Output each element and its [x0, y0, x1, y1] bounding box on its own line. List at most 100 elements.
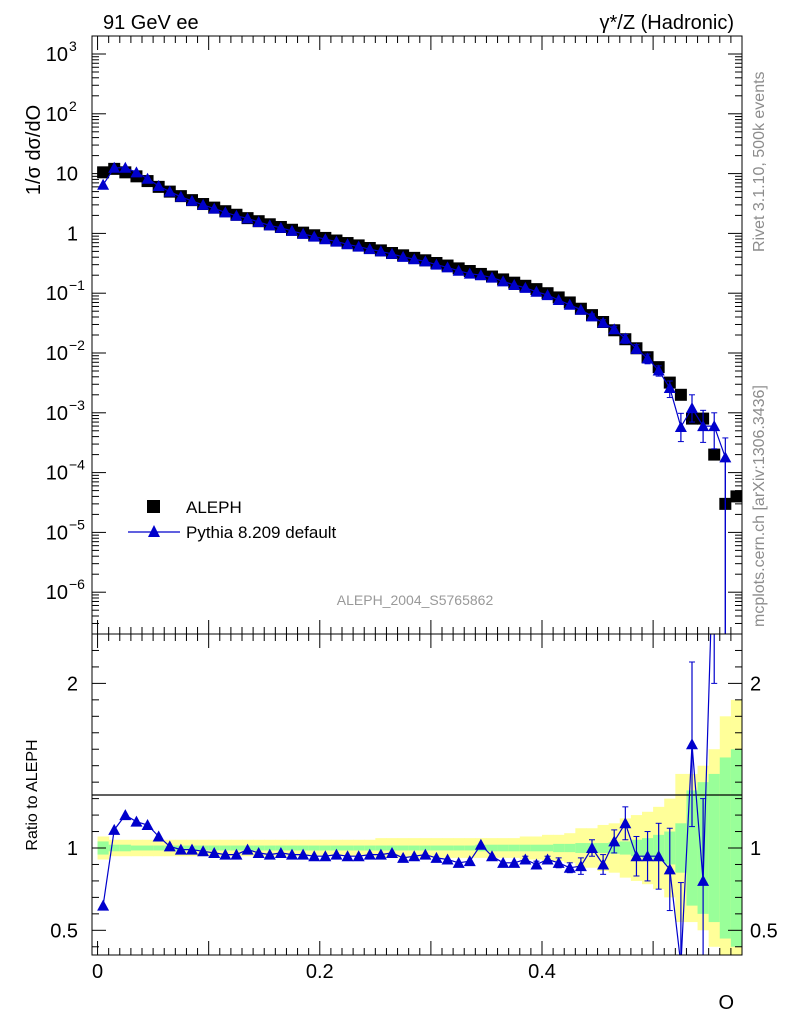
pythia-point	[386, 247, 398, 259]
y-tick-label: 10	[46, 582, 68, 604]
stat-uncertainty-band	[397, 845, 410, 851]
ratio-point	[686, 738, 698, 750]
ratio-point	[174, 843, 187, 855]
pythia-point	[686, 402, 698, 414]
ratio-point	[141, 818, 154, 830]
ratio-point	[186, 843, 198, 855]
stat-uncertainty-band	[686, 790, 699, 906]
ratio-ylabel: Ratio to ALEPH	[24, 739, 41, 850]
pythia-line	[102, 167, 726, 634]
stat-uncertainty-band	[375, 845, 387, 851]
ratio-point	[219, 848, 232, 860]
stat-uncertainty-band	[230, 845, 243, 851]
ratio-point	[108, 823, 121, 835]
stat-uncertainty-band	[219, 845, 232, 851]
ratio-point	[208, 846, 221, 858]
y-tick-exponent: −1	[69, 277, 85, 293]
energy-label: 91 GeV ee	[103, 12, 199, 34]
pythia-point	[663, 381, 676, 393]
ratio-point	[519, 853, 532, 865]
ratio-point	[397, 851, 410, 863]
ratio-point	[330, 848, 343, 860]
pythia-point	[374, 245, 387, 257]
x-tick-label: 0.4	[528, 961, 556, 983]
ratio-point	[530, 858, 543, 870]
y-tick-exponent: −4	[69, 457, 85, 473]
pythia-point	[619, 332, 632, 344]
ratio-point	[430, 851, 443, 863]
pythia-point	[708, 420, 721, 432]
stat-uncertainty-band	[719, 757, 732, 939]
pythia-point	[419, 255, 432, 267]
legend-pythia-label: Pythia 8.209 default	[186, 523, 337, 542]
ratio-point	[386, 846, 398, 858]
ratio-point	[319, 850, 332, 862]
pythia-point	[363, 243, 376, 255]
ratio-point	[252, 846, 265, 858]
ratio-point	[352, 850, 365, 862]
y-tick-label: 10	[46, 463, 68, 485]
ratio-point	[286, 848, 298, 860]
ratio-y-tick-label: 2	[67, 673, 78, 695]
pythia-point	[152, 180, 165, 192]
pythia-point	[341, 238, 354, 250]
ratio-point	[663, 863, 676, 875]
pythia-point	[463, 267, 476, 279]
pythia-point	[697, 420, 710, 432]
ratio-point	[675, 959, 687, 970]
x-tick-label: 0	[92, 961, 103, 983]
aleph-point	[708, 448, 721, 461]
pythia-point	[486, 271, 498, 283]
pythia-point	[652, 364, 665, 376]
stat-uncertainty-band	[442, 845, 454, 851]
ratio-point	[463, 855, 476, 867]
ratio-ticks: 0.5 0.5 1 1 2 2 0 0.2 0.4	[50, 634, 778, 983]
pythia-point	[719, 451, 732, 463]
pythia-point	[286, 224, 298, 236]
stat-uncertainty-band	[142, 845, 154, 851]
pythia-point	[430, 258, 443, 270]
stat-uncertainty-band	[330, 845, 343, 851]
stat-uncertainty-band	[430, 845, 443, 851]
y-tick-label: 10	[46, 283, 68, 305]
stat-uncertainty-band	[419, 845, 432, 851]
main-series	[97, 161, 743, 635]
stat-uncertainty-band	[319, 845, 332, 851]
ratio-panel: 0.5 0.5 1 1 2 2 0 0.2 0.4 Ratio to ALEPH O	[24, 513, 778, 1014]
ratio-point	[152, 830, 165, 842]
y-tick-exponent: −3	[69, 397, 85, 413]
pythia-point	[163, 185, 176, 197]
y-tick-exponent: −6	[69, 576, 85, 592]
pythia-point	[197, 198, 210, 210]
ratio-point	[708, 513, 720, 524]
ratio-point	[652, 850, 665, 862]
ratio-point	[97, 899, 110, 911]
ratio-y-tick-label: 1	[67, 838, 78, 860]
pythia-point	[452, 264, 465, 276]
pythia-point	[408, 253, 421, 265]
ratio-point	[441, 853, 454, 865]
ratio-point	[119, 809, 132, 821]
pythia-point	[208, 202, 221, 214]
ratio-point	[586, 842, 598, 853]
ratio-point	[474, 838, 487, 850]
stat-uncertainty-band	[153, 845, 165, 851]
aleph-point	[97, 166, 110, 179]
ratio-point	[197, 845, 210, 857]
y-tick-label: 10	[46, 44, 68, 66]
y-tick-exponent: −2	[69, 337, 85, 353]
ratio-point	[597, 858, 610, 870]
pythia-point	[186, 194, 198, 206]
ratio-y-tick-label-right: 2	[750, 673, 761, 695]
stat-uncertainty-band	[530, 844, 543, 852]
ratio-y-tick-label-right: 1	[750, 838, 761, 860]
legend-aleph-marker	[147, 500, 160, 513]
stat-uncertainty-band	[675, 823, 687, 873]
analysis-id: ALEPH_2004_S5765862	[337, 592, 494, 608]
stat-uncertainty-band	[575, 843, 587, 853]
ratio-point	[341, 850, 354, 862]
stat-uncertainty-band	[119, 844, 132, 852]
pythia-point	[230, 209, 243, 221]
